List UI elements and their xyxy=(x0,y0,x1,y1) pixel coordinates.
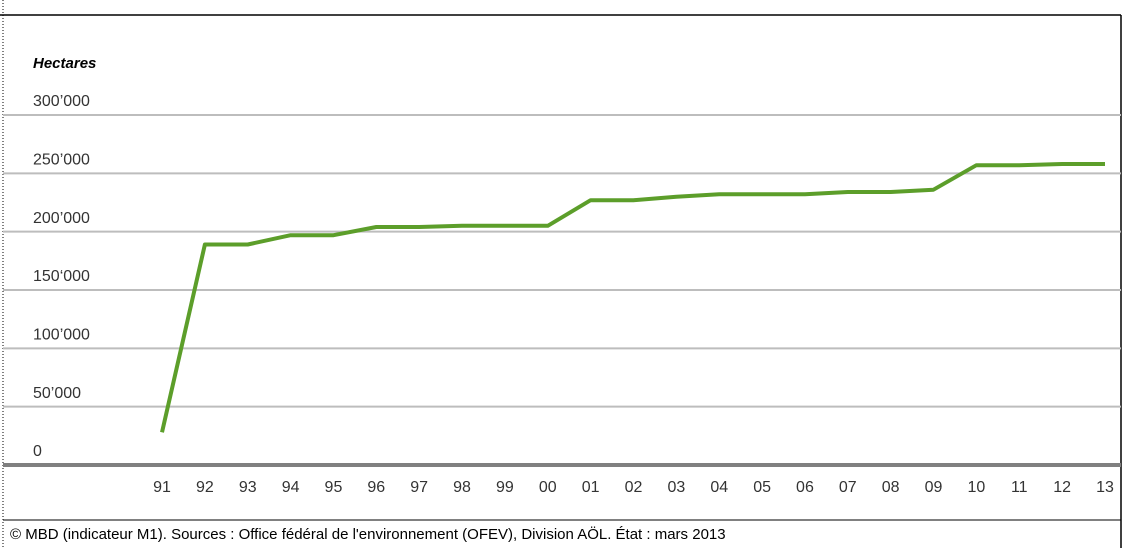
x-tick-label: 02 xyxy=(625,479,643,496)
x-tick-label: 01 xyxy=(582,479,600,496)
x-tick-label: 05 xyxy=(753,479,771,496)
x-tick-label: 91 xyxy=(153,479,171,496)
x-tick-label: 10 xyxy=(968,479,986,496)
x-tick-label: 94 xyxy=(282,479,300,496)
y-tick-label: 250’000 xyxy=(33,152,90,169)
x-tick-label: 92 xyxy=(196,479,214,496)
y-tick-label: 100’000 xyxy=(33,327,90,344)
y-axis-title: Hectares xyxy=(33,55,96,72)
y-tick-label: 200’000 xyxy=(33,210,90,227)
y-tick-label: 0 xyxy=(33,443,42,460)
x-tick-label: 00 xyxy=(539,479,557,496)
x-tick-label: 11 xyxy=(1011,479,1028,496)
x-tick-label: 06 xyxy=(796,479,814,496)
x-tick-label: 13 xyxy=(1096,479,1114,496)
y-tick-label: 150‘000 xyxy=(33,268,90,285)
y-tick-label: 300’000 xyxy=(33,93,90,110)
x-tick-label: 12 xyxy=(1053,479,1071,496)
x-tick-label: 97 xyxy=(410,479,428,496)
data-line xyxy=(160,162,1105,433)
x-tick-label: 08 xyxy=(882,479,900,496)
source-note: © MBD (indicateur M1). Sources : Office … xyxy=(10,525,726,543)
x-tick-label: 95 xyxy=(325,479,343,496)
x-tick-label: 09 xyxy=(925,479,943,496)
x-tick-label: 03 xyxy=(667,479,685,496)
x-tick-label: 98 xyxy=(453,479,471,496)
x-tick-label: 93 xyxy=(239,479,257,496)
x-tick-label: 07 xyxy=(839,479,857,496)
y-tick-label: 50’000 xyxy=(33,385,81,402)
x-tick-label: 99 xyxy=(496,479,514,496)
x-tick-label: 96 xyxy=(367,479,385,496)
x-tick-label: 04 xyxy=(710,479,728,496)
